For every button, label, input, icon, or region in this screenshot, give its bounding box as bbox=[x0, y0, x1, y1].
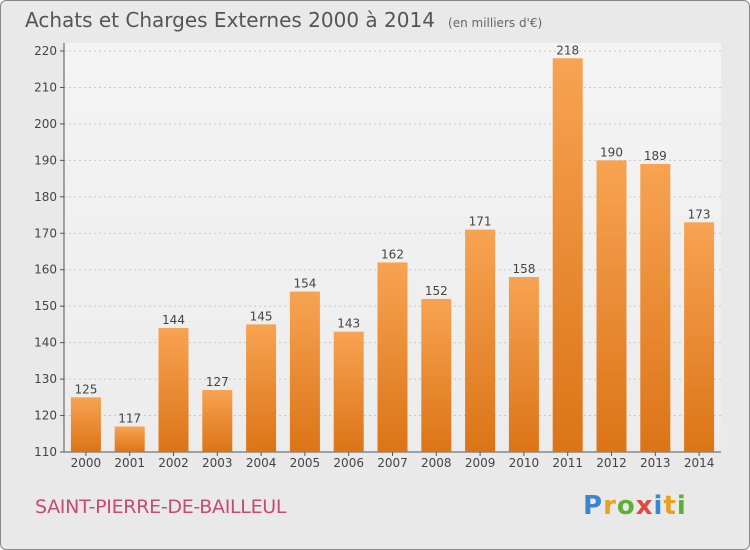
x-tick-label: 2013 bbox=[640, 456, 671, 470]
x-tick-label: 2010 bbox=[509, 456, 540, 470]
chart-subtitle: (en milliers d'€) bbox=[448, 16, 543, 30]
y-tick-label: 160 bbox=[34, 263, 57, 277]
bar-value-label: 143 bbox=[337, 317, 360, 331]
y-tick-label: 150 bbox=[34, 299, 57, 313]
logo-letter: t bbox=[663, 491, 677, 521]
y-tick-label: 120 bbox=[34, 409, 57, 423]
bar-value-label: 171 bbox=[469, 215, 492, 229]
bar-value-label: 189 bbox=[644, 149, 667, 163]
y-tick-label: 180 bbox=[34, 190, 57, 204]
x-tick-label: 2002 bbox=[158, 456, 189, 470]
bar-value-label: 125 bbox=[74, 382, 97, 396]
x-tick-label: 2000 bbox=[71, 456, 102, 470]
x-tick-label: 2012 bbox=[596, 456, 627, 470]
logo-letter: r bbox=[603, 491, 617, 521]
x-tick-label: 2014 bbox=[684, 456, 715, 470]
x-tick-label: 2009 bbox=[465, 456, 496, 470]
bar-value-label: 127 bbox=[206, 375, 229, 389]
bar-value-label: 190 bbox=[600, 145, 623, 159]
title-row: Achats et Charges Externes 2000 à 2014 (… bbox=[25, 8, 542, 32]
logo-letter: i bbox=[653, 491, 664, 521]
bar-value-label: 152 bbox=[425, 284, 448, 298]
bar-value-label: 145 bbox=[250, 309, 273, 323]
commune-name: SAINT-PIERRE-DE-BAILLEUL bbox=[35, 496, 287, 518]
bar bbox=[421, 298, 452, 452]
bar-value-label: 218 bbox=[556, 43, 579, 57]
bar bbox=[596, 160, 627, 452]
bar bbox=[465, 229, 496, 452]
bar-value-label: 117 bbox=[118, 411, 141, 425]
x-tick-label: 2004 bbox=[246, 456, 277, 470]
x-tick-label: 2011 bbox=[552, 456, 583, 470]
y-tick-label: 220 bbox=[34, 44, 57, 58]
x-tick-label: 2001 bbox=[114, 456, 145, 470]
bar bbox=[158, 328, 189, 452]
x-tick-label: 2006 bbox=[333, 456, 364, 470]
x-tick-label: 2005 bbox=[290, 456, 321, 470]
bar bbox=[246, 324, 277, 452]
bar-value-label: 154 bbox=[293, 277, 316, 291]
bar bbox=[202, 390, 233, 452]
bar bbox=[640, 164, 671, 452]
y-tick-label: 190 bbox=[34, 153, 57, 167]
y-tick-label: 140 bbox=[34, 336, 57, 350]
y-tick-label: 110 bbox=[34, 445, 57, 459]
logo-letter: x bbox=[635, 491, 654, 521]
bar bbox=[684, 222, 715, 452]
bar bbox=[377, 262, 408, 452]
y-tick-label: 130 bbox=[34, 372, 57, 386]
proxiti-logo: Proxiti bbox=[583, 491, 687, 521]
y-tick-label: 210 bbox=[34, 80, 57, 94]
x-tick-label: 2008 bbox=[421, 456, 452, 470]
logo-letter: o bbox=[616, 491, 636, 521]
bar-value-label: 173 bbox=[688, 207, 711, 221]
bar-value-label: 162 bbox=[381, 247, 404, 261]
x-tick-label: 2007 bbox=[377, 456, 408, 470]
chart-title: Achats et Charges Externes 2000 à 2014 bbox=[25, 8, 435, 32]
bar bbox=[552, 58, 583, 453]
bar bbox=[289, 291, 320, 452]
logo-letter: i bbox=[676, 491, 687, 521]
bar bbox=[70, 397, 101, 452]
bar-value-label: 158 bbox=[512, 262, 535, 276]
bar bbox=[333, 331, 364, 452]
logo-letter: P bbox=[583, 491, 604, 521]
y-tick-label: 170 bbox=[34, 226, 57, 240]
x-tick-label: 2003 bbox=[202, 456, 233, 470]
bar bbox=[114, 426, 145, 452]
y-tick-label: 200 bbox=[34, 117, 57, 131]
bar bbox=[508, 277, 539, 452]
bar-value-label: 144 bbox=[162, 313, 185, 327]
